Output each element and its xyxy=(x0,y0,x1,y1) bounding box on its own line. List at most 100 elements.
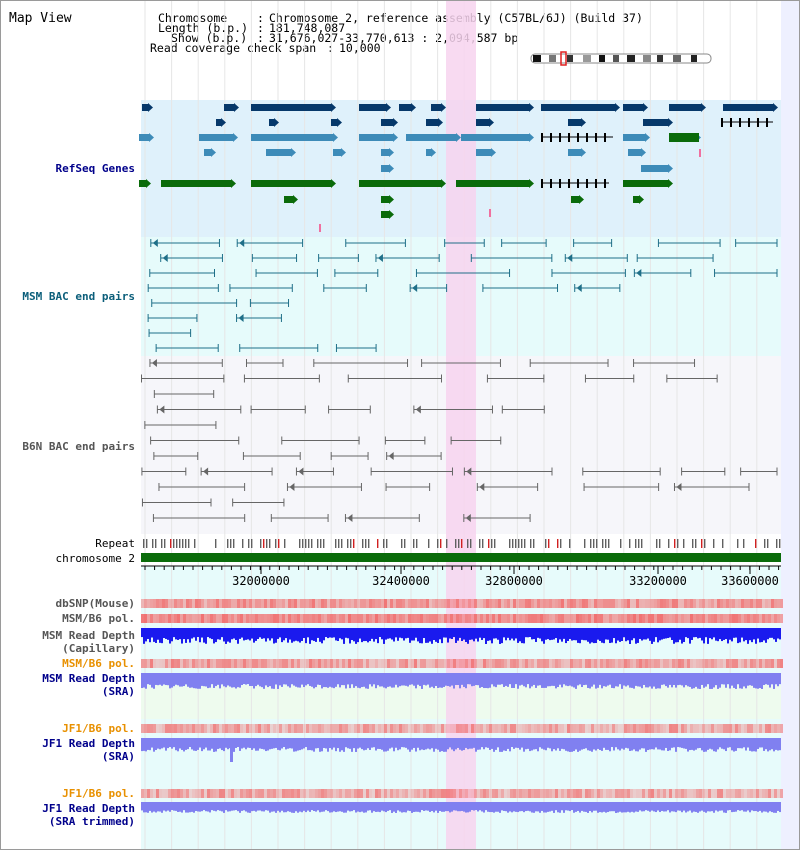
polymorphism-cell xyxy=(675,659,678,668)
gene-arrow xyxy=(233,133,238,142)
polymorphism-cell xyxy=(405,724,408,733)
repeat-element xyxy=(248,539,250,548)
read-depth-bar xyxy=(153,802,155,812)
read-depth-bar xyxy=(625,673,627,687)
track-label-jf1-b6-pol-2[interactable]: JF1/B6 pol. xyxy=(62,787,135,800)
polymorphism-cell xyxy=(168,724,171,733)
polymorphism-cell xyxy=(318,789,321,798)
read-depth-bar xyxy=(437,673,439,688)
read-depth-bar xyxy=(459,738,461,750)
polymorphism-cell xyxy=(276,789,279,798)
read-depth-bar xyxy=(285,628,287,639)
polymorphism-cell xyxy=(336,659,339,668)
polymorphism-cell xyxy=(144,789,147,798)
read-depth-bar xyxy=(475,628,477,639)
repeat-element xyxy=(335,539,337,548)
read-depth-bar xyxy=(535,802,537,812)
polymorphism-cell xyxy=(543,724,546,733)
polymorphism-cell xyxy=(366,599,369,608)
read-depth-bar xyxy=(735,738,737,751)
polymorphism-cell xyxy=(255,614,258,623)
repeat-element xyxy=(677,539,679,548)
read-depth-bar xyxy=(423,738,425,751)
track-label-msm-depth-capillary[interactable]: MSM Read Depth xyxy=(42,629,135,642)
read-depth-bar xyxy=(361,802,363,812)
polymorphism-cell xyxy=(675,789,678,798)
polymorphism-cell xyxy=(618,789,621,798)
read-depth-bar xyxy=(201,673,203,686)
ideogram-band xyxy=(613,55,619,62)
polymorphism-cell xyxy=(384,614,387,623)
read-depth-bar xyxy=(537,738,539,752)
track-label-chromosome[interactable]: chromosome 2 xyxy=(55,552,135,565)
read-depth-bar xyxy=(487,628,489,641)
read-depth-bar xyxy=(673,738,675,748)
read-depth-bar xyxy=(547,628,549,640)
read-depth-bar xyxy=(721,673,723,685)
polymorphism-cell xyxy=(579,724,582,733)
polymorphism-cell xyxy=(279,614,282,623)
polymorphism-cell xyxy=(507,599,510,608)
track-label-refseq[interactable]: RefSeq Genes xyxy=(55,162,135,175)
read-depth-bar xyxy=(445,673,447,686)
read-depth-bar xyxy=(449,673,451,687)
polymorphism-cell xyxy=(174,659,177,668)
track-label-jf1-depth-sra[interactable]: JF1 Read Depth xyxy=(42,737,135,750)
polymorphism-cell xyxy=(342,659,345,668)
read-depth-bar xyxy=(461,673,463,685)
polymorphism-cell xyxy=(339,614,342,623)
read-depth-bar xyxy=(581,802,583,811)
read-depth-bar xyxy=(215,802,217,812)
polymorphism-cell xyxy=(639,724,642,733)
polymorphism-cell xyxy=(672,599,675,608)
polymorphism-cell xyxy=(714,659,717,668)
read-depth-bar xyxy=(411,628,413,641)
read-depth-bar xyxy=(577,673,579,686)
read-depth-bar xyxy=(611,802,613,812)
gene-arrow xyxy=(293,195,298,204)
track-label-msm-bac[interactable]: MSM BAC end pairs xyxy=(22,290,135,303)
repeat-element xyxy=(179,539,181,548)
track-label-msm-depth-sra[interactable]: MSM Read Depth xyxy=(42,672,135,685)
read-depth-bar xyxy=(173,738,175,748)
track-label-jf1-b6-pol-1[interactable]: JF1/B6 pol. xyxy=(62,722,135,735)
polymorphism-cell xyxy=(252,724,255,733)
gene-exon xyxy=(541,133,543,142)
polymorphism-cell xyxy=(513,659,516,668)
polymorphism-cell xyxy=(183,659,186,668)
repeat-element xyxy=(230,539,232,548)
read-depth-bar xyxy=(215,738,217,752)
track-label-jf1-depth-trimmed[interactable]: JF1 Read Depth xyxy=(42,802,135,815)
polymorphism-cell xyxy=(582,724,585,733)
gene-exon xyxy=(721,118,723,127)
read-depth-bar xyxy=(577,738,579,752)
read-depth-bar xyxy=(739,738,741,749)
track-label-msm-b6-pol-2[interactable]: MSM/B6 pol. xyxy=(62,657,135,670)
track-label-dbsnp[interactable]: dbSNP(Mouse) xyxy=(55,597,135,610)
read-depth-bar xyxy=(275,802,277,813)
read-depth-bar xyxy=(441,673,443,688)
track-label-b6n-bac[interactable]: B6N BAC end pairs xyxy=(22,440,135,453)
read-depth-bar xyxy=(741,738,743,749)
read-depth-bar xyxy=(723,738,725,750)
polymorphism-cell xyxy=(303,724,306,733)
read-depth-bar xyxy=(317,673,319,685)
b6n-bac-pair-arrow xyxy=(347,514,353,522)
read-depth-bar xyxy=(303,673,305,688)
polymorphism-cell xyxy=(219,789,222,798)
track-label-msm-b6-pol-1[interactable]: MSM/B6 pol. xyxy=(62,612,135,625)
read-depth-bar xyxy=(557,673,559,688)
polymorphism-cell xyxy=(402,659,405,668)
polymorphism-cell xyxy=(348,614,351,623)
polymorphism-cell xyxy=(678,599,681,608)
read-depth-bar xyxy=(359,673,361,689)
read-depth-bar xyxy=(437,738,439,750)
polymorphism-cell xyxy=(522,724,525,733)
read-depth-bar xyxy=(179,738,181,749)
read-depth-bar xyxy=(755,802,757,812)
read-depth-bar xyxy=(669,802,671,813)
read-depth-bar xyxy=(215,673,217,687)
track-label-repeat[interactable]: Repeat xyxy=(95,537,135,550)
polymorphism-cell xyxy=(177,659,180,668)
